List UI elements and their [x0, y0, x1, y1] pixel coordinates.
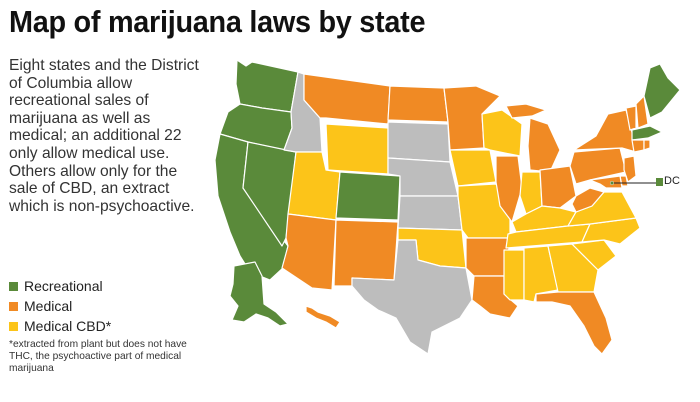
- legend-label-recreational: Recreational: [24, 278, 103, 294]
- state-connecticut: [631, 139, 645, 153]
- state-new-jersey: [623, 155, 637, 183]
- state-alaska: [229, 261, 289, 327]
- legend-swatch-medical: [9, 301, 18, 311]
- state-south-dakota: [387, 121, 451, 163]
- intro-text: Eight states and the District of Columbi…: [9, 57, 199, 215]
- state-kansas: [397, 195, 463, 231]
- legend-swatch-cbd: [9, 321, 18, 331]
- state-north-dakota: [387, 85, 449, 123]
- state-maryland: [589, 175, 623, 189]
- legend: Recreational Medical Medical CBD*: [9, 276, 111, 336]
- state-rhode-island: [643, 139, 651, 151]
- legend-item-cbd: Medical CBD*: [9, 316, 111, 336]
- state-florida: [535, 291, 613, 355]
- state-mississippi: [503, 249, 525, 301]
- state-wyoming: [325, 123, 389, 175]
- state-hawaii: [305, 305, 341, 329]
- state-new-hampshire: [635, 95, 649, 129]
- state-ohio: [539, 165, 577, 209]
- state-colorado: [335, 171, 401, 221]
- state-new-mexico: [333, 219, 399, 287]
- footnote: *extracted from plant but does not have …: [9, 339, 187, 374]
- state-district-of-columbia: [610, 180, 615, 185]
- state-vermont: [625, 105, 637, 131]
- map-title: Map of marijuana laws by state: [9, 4, 426, 39]
- legend-label-cbd: Medical CBD*: [24, 318, 112, 334]
- state-maine: [643, 63, 681, 119]
- state-georgia: [547, 243, 599, 293]
- state-idaho: [283, 71, 323, 153]
- legend-label-medical: Medical: [24, 298, 73, 314]
- state-washington: [235, 59, 299, 113]
- state-west-virginia: [571, 187, 605, 213]
- state-arizona: [281, 213, 337, 291]
- legend-swatch-recreational: [9, 281, 18, 291]
- state-texas: [351, 239, 473, 355]
- state-new-york: [573, 109, 637, 153]
- state-michigan-up: [505, 103, 547, 119]
- dc-marker: [656, 178, 663, 186]
- state-massachusetts: [631, 125, 663, 141]
- legend-item-recreational: Recreational: [9, 276, 111, 296]
- state-wisconsin: [481, 109, 523, 157]
- state-iowa: [449, 149, 497, 187]
- legend-item-medical: Medical: [9, 296, 111, 316]
- dc-label: DC: [664, 175, 680, 187]
- state-michigan: [527, 117, 561, 173]
